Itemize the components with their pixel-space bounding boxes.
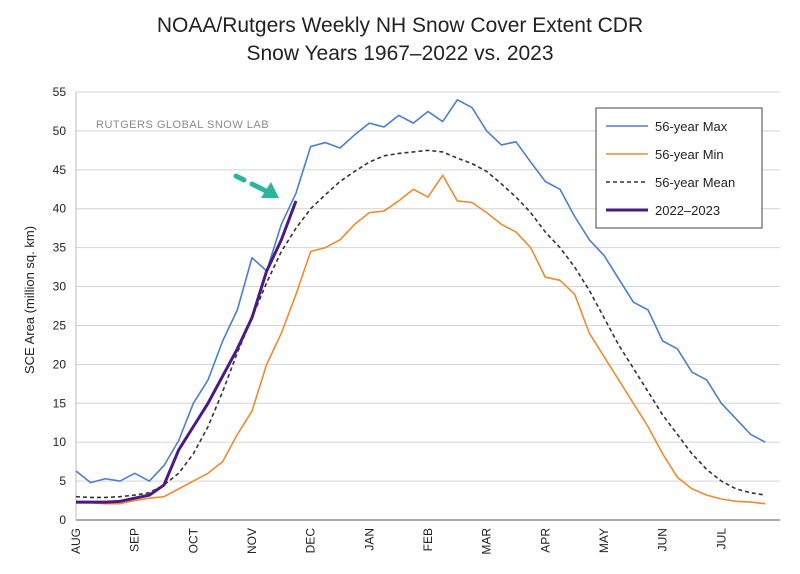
- y-tick-label: 50: [53, 124, 67, 138]
- chart-subtitle: Snow Years 1967–2022 vs. 2023: [246, 42, 554, 65]
- y-tick-label: 40: [53, 202, 67, 216]
- series-line-3: [75, 149, 766, 499]
- y-tick-labels: 0 5 10 15 20 25 30 35 40 45 50 55: [53, 85, 67, 527]
- series-line-2: [76, 174, 766, 505]
- legend-label-2: 56-year Min: [655, 147, 724, 162]
- x-tick-label: AUG: [69, 528, 83, 554]
- y-tick-label: 55: [53, 85, 67, 99]
- x-tick-label: OCT: [186, 527, 200, 553]
- legend-label-4: 2022–2023: [655, 203, 720, 218]
- y-tick-label: 45: [53, 163, 67, 177]
- x-tick-label: JAN: [362, 528, 376, 551]
- x-tick-label: SEP: [128, 528, 142, 552]
- arrow-shaft: [249, 181, 269, 194]
- axes: [75, 92, 780, 521]
- series-lines: [75, 98, 766, 505]
- y-tick-label: 10: [53, 435, 67, 449]
- x-tick-label: MAR: [480, 528, 494, 555]
- x-tick-label: NOV: [245, 528, 259, 554]
- x-tick-label: FEB: [421, 528, 435, 551]
- y-tick-label: 25: [53, 318, 67, 332]
- x-tick-label: MAY: [597, 528, 611, 553]
- y-tick-label: 30: [53, 280, 67, 294]
- highlight-arrow-icon: [233, 173, 279, 198]
- y-axis-label: SCE Area (million sq. km): [22, 226, 37, 374]
- watermark-annotation: RUTGERS GLOBAL SNOW LAB: [96, 119, 269, 131]
- legend-label-1: 56-year Max: [655, 119, 728, 134]
- x-tick-label: APR: [538, 528, 552, 553]
- series-line-1: [75, 98, 766, 484]
- y-tick-label: 15: [53, 396, 67, 410]
- y-tick-label: 20: [53, 357, 67, 371]
- x-tick-label: DEC: [304, 528, 318, 554]
- x-tick-labels: AUG SEP OCT NOV DEC JAN FEB MAR APR MAY JUN JUL: [69, 527, 728, 554]
- y-tick-label: 5: [59, 474, 66, 488]
- x-tick-label: JUN: [656, 528, 670, 551]
- series-line-4: [76, 200, 298, 504]
- y-tick-label: 35: [53, 241, 67, 255]
- arrow-head: [261, 182, 279, 198]
- arrow-dash: [233, 173, 247, 183]
- legend-box: [595, 107, 763, 229]
- x-tick-label: JUL: [714, 528, 728, 550]
- legend-label-3: 56-year Mean: [655, 175, 735, 190]
- legend: 56-year Max 56-year Min 56-year Mean 2022–2…: [595, 107, 763, 229]
- y-tick-label: 0: [59, 513, 66, 527]
- chart-title: NOAA/Rutgers Weekly NH Snow Cover Extent…: [156, 14, 644, 37]
